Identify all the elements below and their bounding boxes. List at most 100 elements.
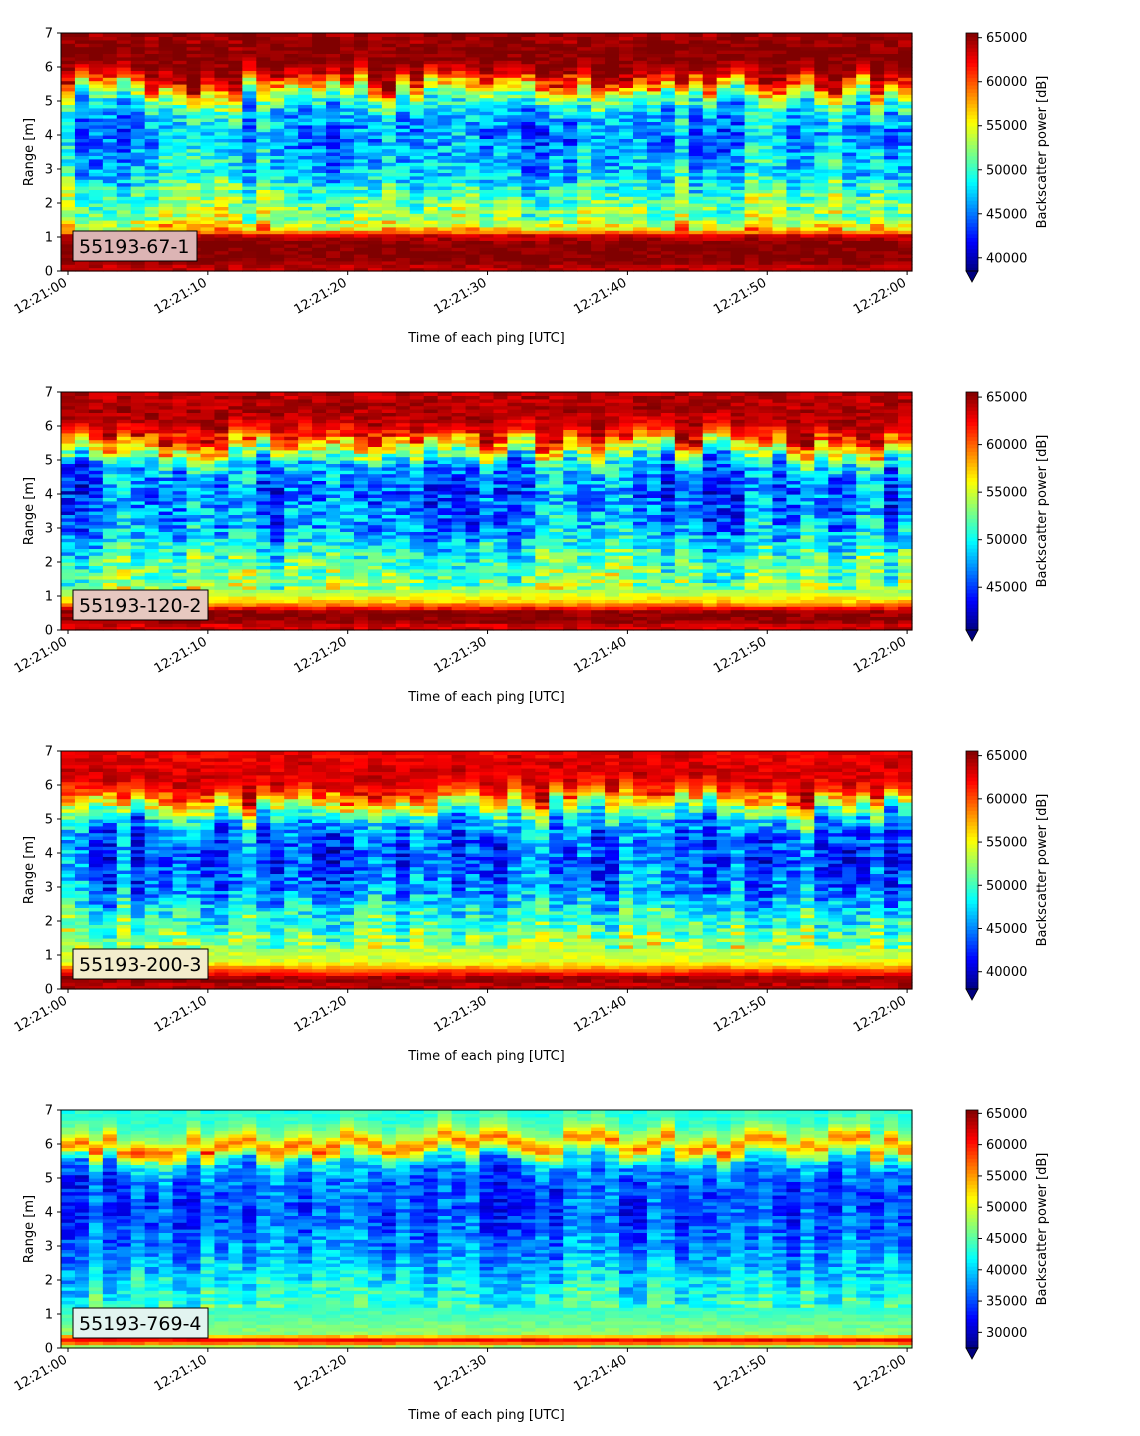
heatmap-cell xyxy=(228,189,243,194)
heatmap-cell xyxy=(870,230,885,235)
heatmap-cell xyxy=(605,135,620,139)
colorbar-segment xyxy=(966,47,978,53)
heatmap-cell xyxy=(549,179,564,184)
heatmap-cell xyxy=(744,203,760,207)
heatmap-cell xyxy=(298,220,313,224)
heatmap-cell xyxy=(144,439,160,444)
heatmap-cell xyxy=(172,267,188,272)
heatmap-cell xyxy=(312,84,327,88)
heatmap-cell xyxy=(88,43,104,48)
heatmap-cell xyxy=(353,226,369,231)
heatmap-cell xyxy=(228,131,243,136)
heatmap-cell xyxy=(856,240,871,245)
heatmap-cell xyxy=(116,131,132,136)
heatmap-cell xyxy=(298,233,313,238)
heatmap-cell xyxy=(381,56,397,61)
heatmap-cell xyxy=(800,152,815,156)
heatmap-cell xyxy=(730,213,746,218)
heatmap-cell xyxy=(381,36,397,41)
heatmap-cell xyxy=(828,114,843,119)
heatmap-cell xyxy=(744,230,760,235)
heatmap-cell xyxy=(256,90,271,95)
heatmap-cell xyxy=(493,213,509,218)
heatmap-cell xyxy=(632,254,648,258)
heatmap-cell xyxy=(870,155,885,160)
heatmap-cell xyxy=(842,240,857,245)
heatmap-cell xyxy=(451,254,467,258)
heatmap-cell xyxy=(88,619,104,624)
heatmap-cell xyxy=(688,101,704,105)
heatmap-cell xyxy=(772,216,788,221)
heatmap-cell xyxy=(716,118,732,122)
heatmap-cell xyxy=(228,250,243,255)
heatmap-cell xyxy=(409,90,425,95)
heatmap-cell xyxy=(88,494,104,498)
heatmap-cell xyxy=(353,138,369,143)
heatmap-cell xyxy=(632,135,648,139)
heatmap-cell xyxy=(660,199,676,204)
heatmap-cell xyxy=(744,257,760,262)
heatmap-cell xyxy=(702,56,718,61)
heatmap-cell xyxy=(437,73,453,78)
heatmap-cell xyxy=(632,182,648,187)
heatmap-cell xyxy=(828,196,843,201)
heatmap-cell xyxy=(284,186,299,190)
heatmap-cell xyxy=(479,230,495,235)
heatmap-cell xyxy=(842,138,857,143)
heatmap-cell xyxy=(61,162,76,167)
heatmap-cell xyxy=(214,254,230,258)
heatmap-cell xyxy=(130,412,146,417)
heatmap-cell xyxy=(172,260,188,265)
heatmap-cell xyxy=(186,264,202,269)
heatmap-cell xyxy=(856,50,871,54)
heatmap-cell xyxy=(88,555,104,560)
heatmap-cell xyxy=(730,148,746,153)
heatmap-cell xyxy=(116,514,132,519)
heatmap-cell xyxy=(744,240,760,245)
heatmap-cell xyxy=(116,460,132,464)
heatmap-cell xyxy=(172,216,188,221)
heatmap-cell xyxy=(786,243,801,248)
heatmap-cell xyxy=(884,141,899,146)
heatmap-cell xyxy=(591,63,606,68)
heatmap-cell xyxy=(256,165,271,170)
heatmap-cell xyxy=(646,192,662,197)
heatmap-cell xyxy=(870,114,885,119)
heatmap-cell xyxy=(605,233,620,238)
heatmap-cell xyxy=(772,53,788,58)
heatmap-cell xyxy=(632,186,648,190)
heatmap-cell xyxy=(214,240,230,245)
heatmap-cell xyxy=(130,453,146,458)
heatmap-cell xyxy=(214,152,230,156)
heatmap-cell xyxy=(116,579,132,583)
heatmap-cell xyxy=(381,141,397,146)
heatmap-cell xyxy=(674,90,690,95)
heatmap-cell xyxy=(898,196,913,201)
heatmap-cell xyxy=(535,107,550,112)
heatmap-cell xyxy=(200,189,216,194)
heatmap-cell xyxy=(353,172,369,177)
heatmap-cell xyxy=(577,50,592,54)
heatmap-cell xyxy=(605,254,620,258)
heatmap-cell xyxy=(646,121,662,126)
heatmap-cell xyxy=(172,39,188,44)
heatmap-cell xyxy=(326,56,341,61)
heatmap-cell xyxy=(214,247,230,252)
heatmap-cell xyxy=(898,107,913,112)
heatmap-cell xyxy=(856,67,871,71)
heatmap-cell xyxy=(395,107,411,112)
heatmap-cell xyxy=(465,39,481,44)
heatmap-cell xyxy=(88,626,104,631)
heatmap-cell xyxy=(786,39,801,44)
heatmap-cell xyxy=(298,101,313,105)
heatmap-cell xyxy=(632,33,648,37)
heatmap-cell xyxy=(102,568,118,573)
heatmap-cell xyxy=(88,80,104,85)
heatmap-cell xyxy=(507,36,522,41)
heatmap-cell xyxy=(591,155,606,160)
heatmap-cell xyxy=(158,114,174,119)
colorbar-segment xyxy=(966,125,978,131)
heatmap-cell xyxy=(144,63,160,68)
heatmap-cell xyxy=(74,152,90,156)
